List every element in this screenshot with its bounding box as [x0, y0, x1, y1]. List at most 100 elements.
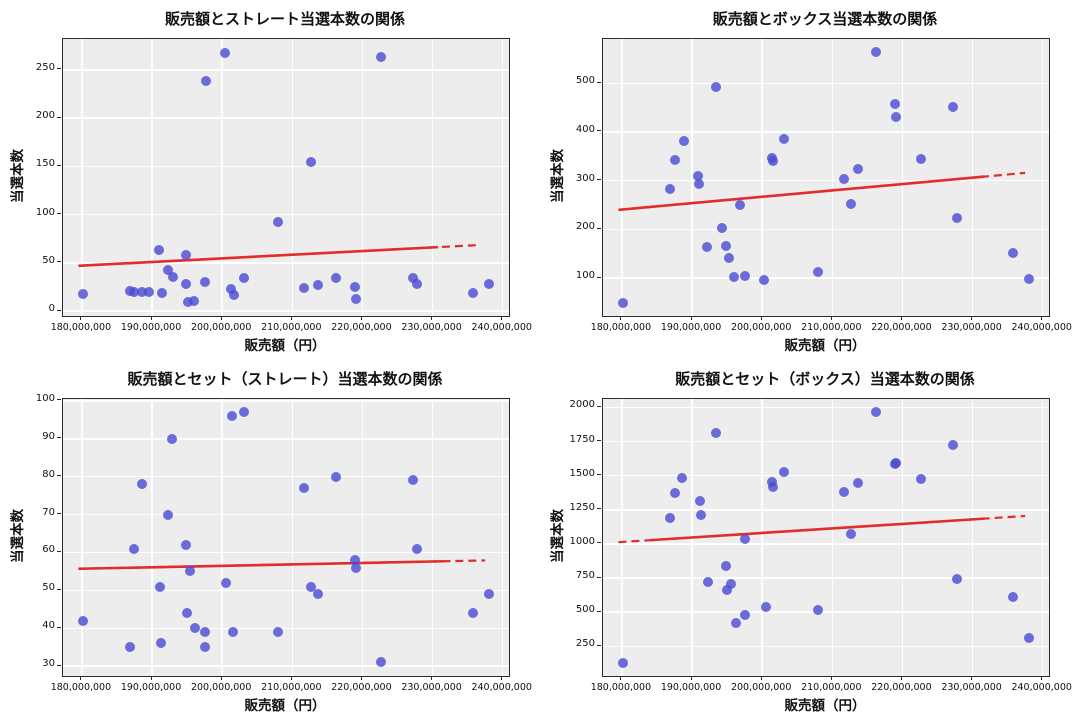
tick-mark [290, 316, 292, 320]
data-point [677, 472, 688, 483]
gridline [901, 39, 904, 316]
data-point [128, 286, 139, 297]
data-point [313, 280, 324, 291]
data-point [725, 579, 736, 590]
x-tick-label: 220,000,000 [871, 682, 932, 693]
data-point [722, 585, 733, 596]
y-tick-label: 1750 [569, 433, 595, 445]
x-tick-label: 200,000,000 [730, 682, 792, 693]
gridline [63, 117, 509, 119]
tick-mark [360, 316, 362, 320]
gridline [63, 262, 509, 264]
data-point [721, 560, 732, 571]
data-point [703, 577, 714, 588]
x-tick-label: 200,000,000 [190, 322, 252, 333]
subplot-straight: 販売額とストレート当選本数の関係 当選本数 販売額（円） 180,000,000… [0, 0, 540, 360]
tick-mark [57, 261, 61, 263]
data-point [468, 608, 479, 619]
plot-area [62, 38, 510, 317]
gridline [603, 543, 1049, 545]
data-point [845, 198, 856, 209]
data-point [778, 467, 789, 478]
tick-mark [57, 68, 61, 70]
x-axis-label: 販売額（円） [244, 698, 326, 714]
gridline [221, 39, 223, 316]
data-point [376, 52, 387, 63]
tick-mark [597, 644, 601, 646]
data-point [710, 82, 721, 93]
y-tick-label: 250 [575, 638, 595, 650]
data-point [952, 574, 963, 585]
tick-mark [57, 213, 61, 215]
data-point [305, 156, 316, 167]
plot-area [602, 38, 1050, 317]
x-tick-label: 180,000,000 [50, 322, 112, 333]
data-point [702, 242, 713, 253]
tick-mark [80, 676, 82, 680]
y-tick-label: 300 [575, 172, 595, 184]
y-tick-label: 50 [42, 582, 55, 594]
y-tick-label: 150 [35, 158, 55, 170]
data-point [313, 589, 324, 600]
subplot-set-box: 販売額とセット（ボックス）当選本数の関係 当選本数 販売額（円） 180,000… [540, 360, 1080, 720]
data-point [916, 474, 927, 485]
data-point [330, 471, 341, 482]
tick-mark [1041, 676, 1043, 680]
data-point [154, 581, 165, 592]
x-tick-label: 190,000,000 [120, 322, 182, 333]
data-point [947, 101, 958, 112]
data-point [664, 184, 675, 195]
data-point [167, 433, 178, 444]
data-point [273, 627, 284, 638]
data-point [853, 164, 864, 175]
tick-mark [360, 676, 362, 680]
x-axis-label: 販売額（円） [784, 698, 866, 714]
gridline [501, 39, 504, 316]
data-point [739, 609, 750, 620]
gridline [63, 589, 509, 592]
data-point [1023, 632, 1034, 643]
data-point [891, 112, 902, 123]
data-point [199, 627, 210, 638]
data-point [154, 245, 165, 256]
data-point [759, 275, 770, 286]
tick-mark [760, 316, 762, 320]
gridline [603, 474, 1049, 477]
gridline [831, 399, 834, 676]
y-tick-label: 40 [42, 620, 55, 632]
gridline [151, 39, 153, 316]
data-point [298, 483, 309, 494]
data-point [163, 264, 174, 275]
tick-mark [597, 405, 601, 407]
tick-mark [57, 513, 61, 515]
y-tick-label: 500 [575, 75, 595, 87]
tick-mark [501, 676, 503, 680]
data-point [226, 283, 237, 294]
gridline [63, 665, 509, 667]
tick-mark [830, 676, 832, 680]
data-point [189, 623, 200, 634]
data-point [238, 273, 249, 284]
y-tick-label: 1250 [569, 501, 595, 513]
gridline [151, 399, 153, 676]
data-point [664, 513, 675, 524]
data-point [729, 272, 740, 283]
x-tick-label: 180,000,000 [590, 322, 652, 333]
data-point [163, 509, 174, 520]
tick-mark [597, 227, 601, 229]
data-point [181, 539, 192, 550]
x-tick-label: 210,000,000 [261, 322, 322, 333]
y-tick-label: 60 [42, 544, 55, 556]
gridline [291, 399, 294, 676]
tick-mark [597, 610, 601, 612]
x-tick-label: 220,000,000 [871, 322, 932, 333]
tick-mark [57, 550, 61, 552]
data-point [838, 487, 849, 498]
tick-mark [57, 664, 61, 666]
x-tick-label: 230,000,000 [941, 322, 1002, 333]
data-point [229, 289, 240, 300]
x-tick-label: 240,000,000 [471, 682, 532, 693]
data-point [853, 478, 864, 489]
data-point [124, 642, 135, 653]
tick-mark [690, 316, 692, 320]
